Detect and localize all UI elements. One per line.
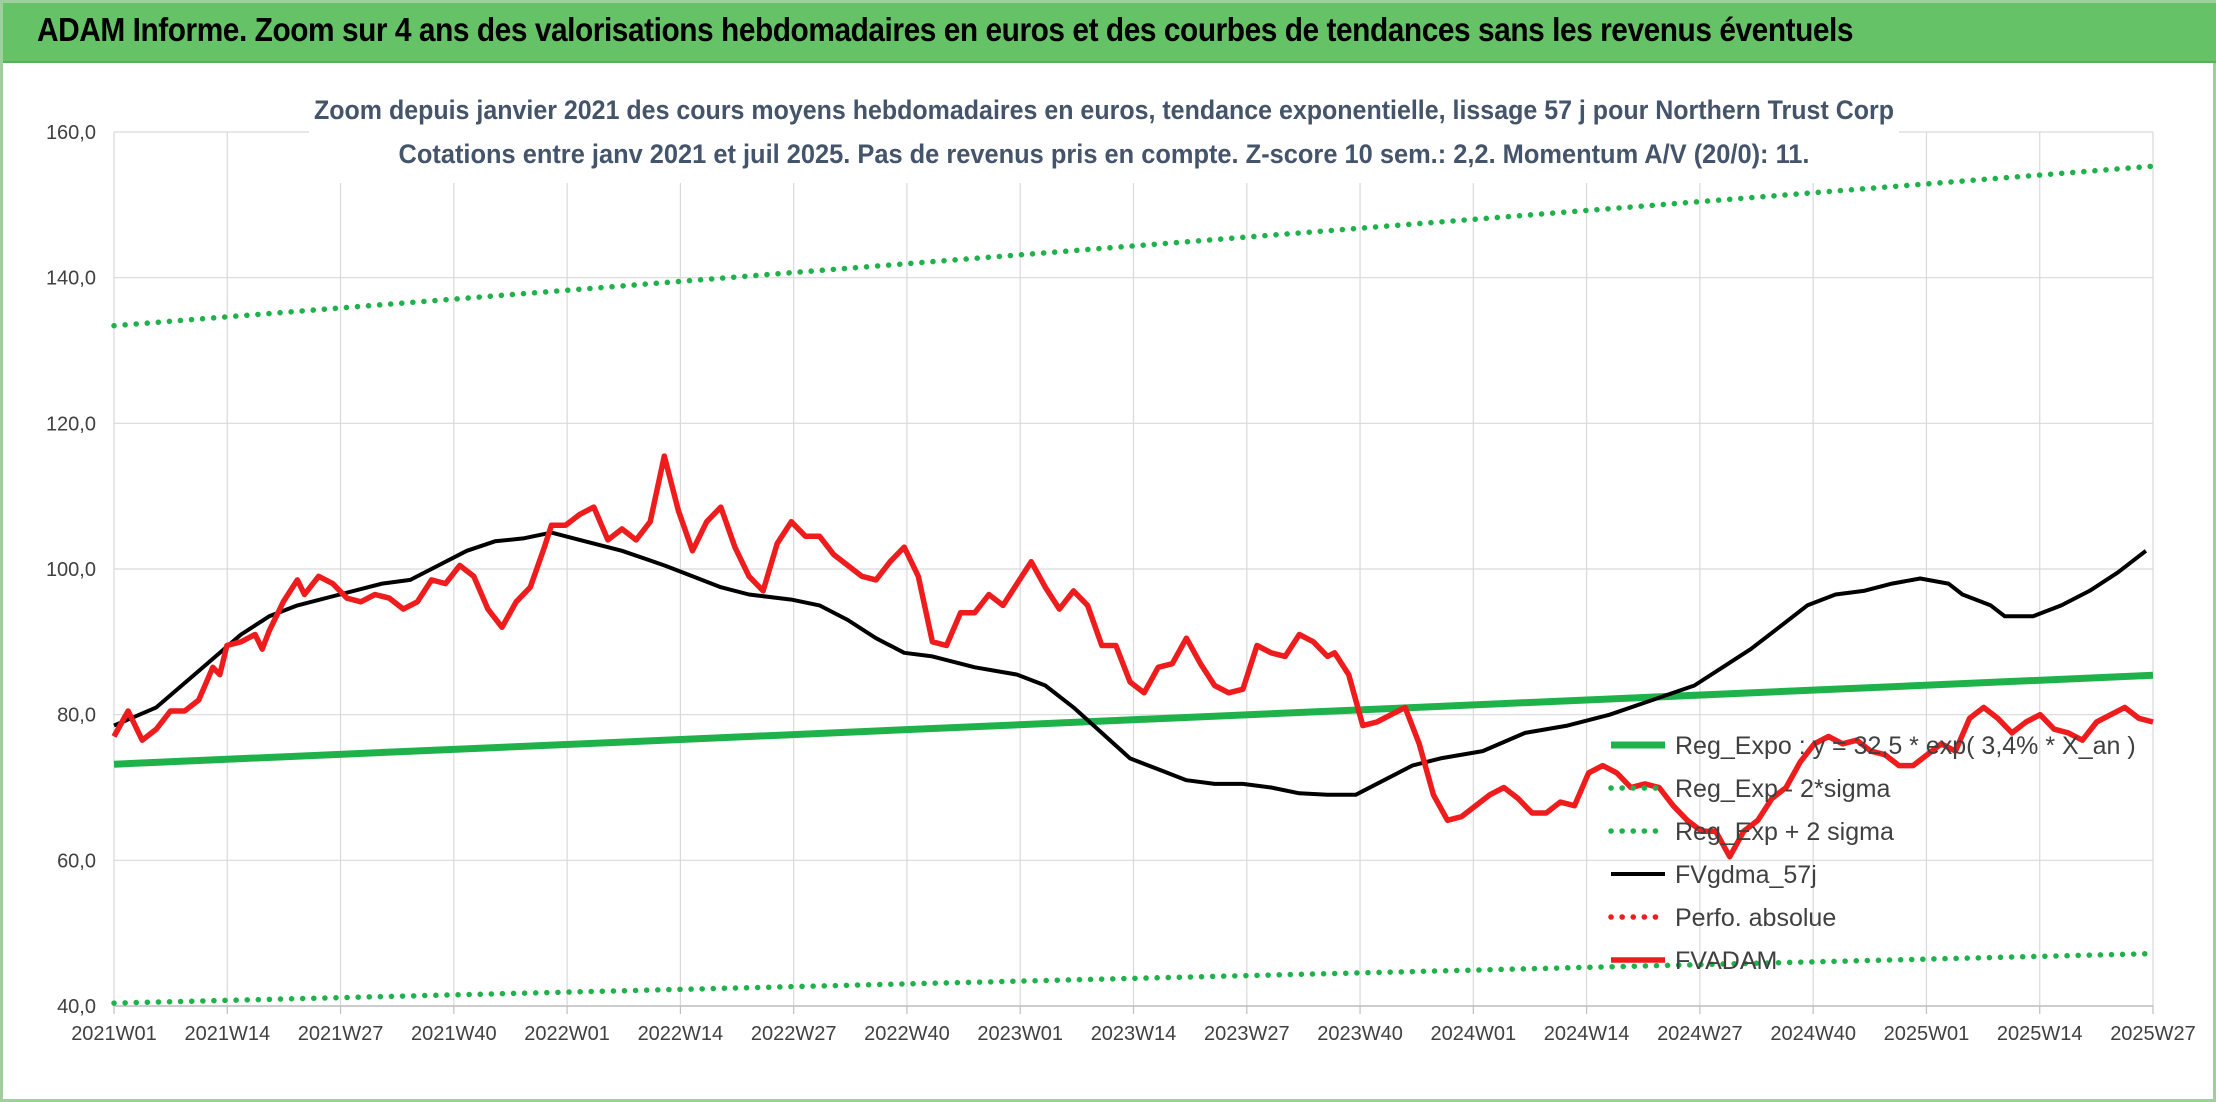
y-axis: 40,0 60,0 80,0 100,0 120,0 140,0 160,0 — [46, 122, 96, 1018]
x-tick-label: 2024W14 — [1544, 1023, 1630, 1045]
legend-label: FVADAM — [1675, 947, 1777, 975]
series-reg-exp-2-sigma — [111, 950, 2156, 1006]
y-tick-label: 80,0 — [57, 705, 96, 727]
chart-subtitle: Cotations entre janv 2021 et juil 2025. … — [399, 139, 1810, 169]
x-tick-label: 2022W14 — [638, 1023, 724, 1045]
report-title: ADAM Informe. Zoom sur 4 ans des valoris… — [37, 11, 1854, 48]
y-tick-label: 60,0 — [57, 850, 96, 872]
y-tick-label: 120,0 — [46, 413, 96, 435]
legend-label: Reg_Expo : y = 32,5 * exp( 3,4% * X_an ) — [1675, 732, 2136, 760]
title-backdrop — [309, 83, 1899, 183]
x-tick-label: 2023W40 — [1317, 1023, 1403, 1045]
x-axis: 2021W01 2021W14 2021W27 2021W40 2022W01 2022W… — [71, 1005, 2196, 1045]
series-fvgdma-57j — [113, 530, 2148, 797]
chart-title: Zoom depuis janvier 2021 des cours moyen… — [314, 95, 1894, 125]
x-tick-label: 2021W40 — [411, 1023, 497, 1045]
x-tick-label: 2024W01 — [1431, 1023, 1517, 1045]
line-chart: 40,0 60,0 80,0 100,0 120,0 140,0 160,0 2021W01… — [46, 83, 2196, 1045]
x-tick-label: 2023W14 — [1091, 1023, 1177, 1045]
x-tick-label: 2021W14 — [184, 1023, 270, 1045]
x-tick-label: 2022W01 — [524, 1023, 610, 1045]
legend-label: Reg_Exp + 2 sigma — [1675, 818, 1894, 846]
y-tick-label: 140,0 — [46, 268, 96, 290]
series-reg-exp-2-sigma — [111, 163, 2156, 329]
x-tick-label: 2023W27 — [1204, 1023, 1290, 1045]
series-group — [111, 163, 2156, 1006]
x-tick-label: 2025W01 — [1884, 1023, 1970, 1045]
x-tick-label: 2022W40 — [864, 1023, 950, 1045]
y-tick-label: 100,0 — [46, 559, 96, 581]
x-tick-label: 2023W01 — [977, 1023, 1063, 1045]
report-banner: ADAM Informe. Zoom sur 4 ans des valoris… — [3, 3, 2216, 63]
x-tick-label: 2021W27 — [298, 1023, 384, 1045]
x-tick-label: 2021W01 — [71, 1023, 157, 1045]
y-tick-label: 160,0 — [46, 122, 96, 144]
legend-label: Perfo. absolue — [1675, 904, 1836, 932]
chart-legend: Reg_Expo : y = 32,5 * exp( 3,4% * X_an )… — [1608, 732, 2136, 975]
x-tick-label: 2022W27 — [751, 1023, 837, 1045]
legend-label: FVgdma_57j — [1675, 861, 1817, 889]
x-tick-label: 2025W14 — [1997, 1023, 2083, 1045]
x-tick-label: 2024W40 — [1770, 1023, 1856, 1045]
chart-grid — [113, 131, 2154, 1007]
series-reg-expo-y-32-5-exp-3-4-x-an — [113, 671, 2154, 768]
series-fvadam — [111, 453, 2154, 860]
legend-label: Reg_Exp - 2*sigma — [1675, 775, 1890, 803]
x-tick-label: 2025W27 — [2110, 1023, 2196, 1045]
x-tick-label: 2024W27 — [1657, 1023, 1743, 1045]
y-tick-label: 40,0 — [57, 996, 96, 1018]
